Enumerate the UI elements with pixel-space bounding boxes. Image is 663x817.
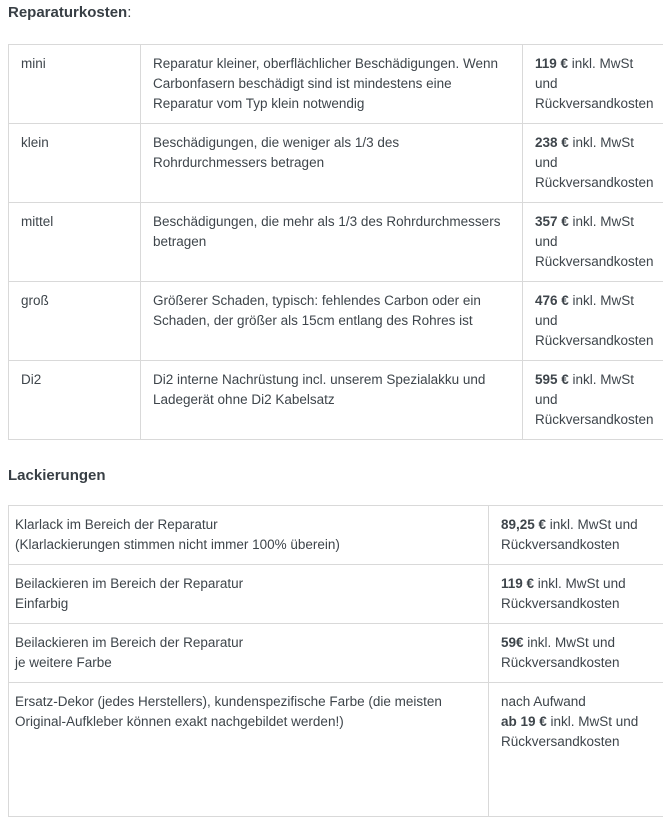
description-cell: Beschädigungen, die mehr als 1/3 des Roh… — [141, 203, 523, 282]
reparaturkosten-table: mini Reparatur kleiner, oberflächlicher … — [8, 44, 663, 440]
table-row: Ersatz-Dekor (jedes Herstellers), kunden… — [9, 683, 663, 817]
type-cell: klein — [9, 124, 141, 203]
description-cell: Klarlack im Bereich der Reparatur (Klarl… — [9, 506, 489, 565]
price-amount: 89,25 € — [501, 517, 546, 532]
price-amount: 119 € — [535, 56, 568, 71]
price-suffix: inkl. MwSt und — [547, 714, 639, 729]
description-cell: Beilackieren im Bereich der Reparatur Ei… — [9, 565, 489, 624]
table-row: Beilackieren im Bereich der Reparatur Ei… — [9, 565, 663, 624]
price-suffix-line: und Rückversandkosten — [535, 311, 662, 351]
price-cell: 119 € inkl. MwSt und Rückversandkosten — [523, 45, 663, 124]
price-amount: 476 € — [535, 293, 569, 308]
price-cell: 476 € inkl. MwSt und Rückversandkosten — [523, 282, 663, 361]
type-cell: groß — [9, 282, 141, 361]
type-cell: mini — [9, 45, 141, 124]
price-suffix: inkl. MwSt — [568, 56, 633, 71]
description-cell: Di2 interne Nachrüstung incl. unserem Sp… — [141, 361, 523, 440]
section-title-text: Lackierungen — [8, 467, 106, 484]
price-amount: 595 € — [535, 372, 569, 387]
price-prefix-line: nach Aufwand — [501, 692, 662, 712]
section-title-colon: : — [127, 4, 131, 21]
table-row: mini Reparatur kleiner, oberflächlicher … — [9, 45, 663, 124]
description-cell: Reparatur kleiner, oberflächlicher Besch… — [141, 45, 523, 124]
price-suffix-line: und Rückversandkosten — [535, 74, 662, 114]
price-suffix-line: Rückversandkosten — [501, 535, 662, 555]
price-suffix-line: und Rückversandkosten — [535, 232, 662, 272]
description-cell: Beschädigungen, die weniger als 1/3 des … — [141, 124, 523, 203]
section-title-text: Reparaturkosten — [8, 4, 127, 21]
type-cell: Di2 — [9, 361, 141, 440]
section-title-lackierungen: Lackierungen — [8, 466, 663, 485]
table-row: Klarlack im Bereich der Reparatur (Klarl… — [9, 506, 663, 565]
price-cell: 357 € inkl. MwSt und Rückversandkosten — [523, 203, 663, 282]
type-cell: mittel — [9, 203, 141, 282]
price-amount: 119 € — [501, 576, 534, 591]
price-suffix: inkl. MwSt — [569, 372, 634, 387]
price-suffix: inkl. MwSt — [569, 214, 634, 229]
price-suffix: inkl. MwSt — [569, 135, 634, 150]
price-amount: 238 € — [535, 135, 569, 150]
price-suffix-line: und Rückversandkosten — [535, 153, 662, 193]
price-cell: 238 € inkl. MwSt und Rückversandkosten — [523, 124, 663, 203]
table-row: groß Größerer Schaden, typisch: fehlende… — [9, 282, 663, 361]
table-row: Beilackieren im Bereich der Reparatur je… — [9, 624, 663, 683]
price-amount: 59€ — [501, 635, 524, 650]
price-suffix: inkl. MwSt und — [534, 576, 626, 591]
price-suffix-line: Rückversandkosten — [501, 653, 662, 673]
section-title-reparaturkosten: Reparaturkosten: — [8, 3, 663, 22]
description-cell: Beilackieren im Bereich der Reparatur je… — [9, 624, 489, 683]
price-cell: 59€ inkl. MwSt und Rückversandkosten — [489, 624, 663, 683]
price-cell: 89,25 € inkl. MwSt und Rückversandkosten — [489, 506, 663, 565]
lackierungen-table: Klarlack im Bereich der Reparatur (Klarl… — [8, 505, 663, 817]
price-suffix-line: Rückversandkosten — [501, 594, 662, 614]
price-amount: 357 € — [535, 214, 569, 229]
price-suffix: inkl. MwSt und — [524, 635, 616, 650]
description-cell: Ersatz-Dekor (jedes Herstellers), kunden… — [9, 683, 489, 817]
price-cell: 595 € inkl. MwSt und Rückversandkosten — [523, 361, 663, 440]
price-cell: nach Aufwand ab 19 € inkl. MwSt und Rückve… — [489, 683, 663, 817]
price-cell: 119 € inkl. MwSt und Rückversandkosten — [489, 565, 663, 624]
table-row: mittel Beschädigungen, die mehr als 1/3 … — [9, 203, 663, 282]
description-cell: Größerer Schaden, typisch: fehlendes Car… — [141, 282, 523, 361]
price-suffix-line: Rückversandkosten — [501, 732, 662, 752]
price-suffix-line: und Rückversandkosten — [535, 390, 662, 430]
price-suffix: inkl. MwSt — [569, 293, 634, 308]
table-row: Di2 Di2 interne Nachrüstung incl. unsere… — [9, 361, 663, 440]
price-suffix: inkl. MwSt und — [546, 517, 638, 532]
price-amount: ab 19 € — [501, 714, 547, 729]
table-row: klein Beschädigungen, die weniger als 1/… — [9, 124, 663, 203]
